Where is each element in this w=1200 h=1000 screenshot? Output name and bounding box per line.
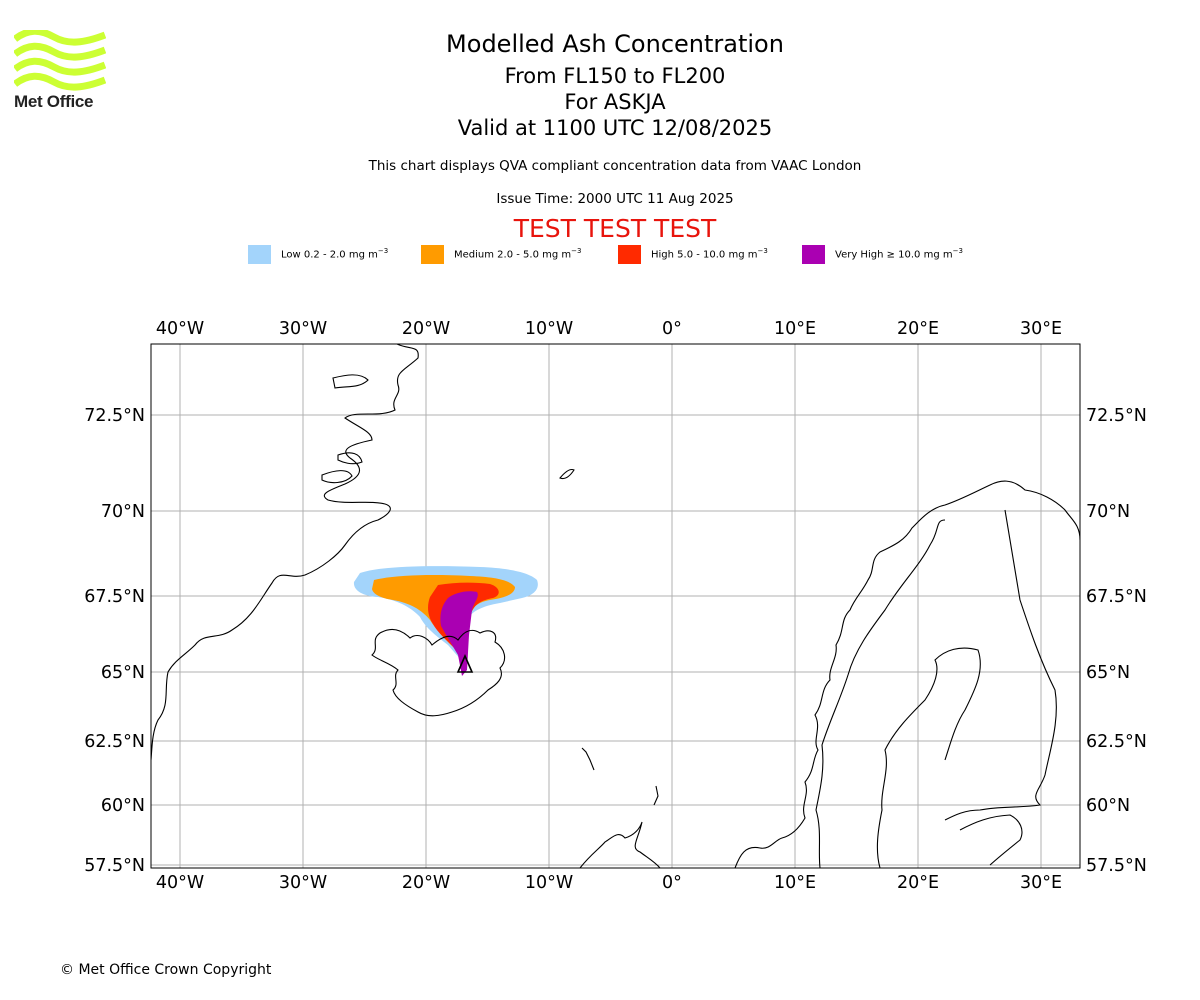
met-office-logo: Met Office: [12, 27, 114, 115]
lon-tick-bottom: 20°W: [402, 873, 450, 893]
coastline-faroe-islands: [581, 747, 595, 771]
legend-item-very-high: Very High ≥ 10.0 mg m−3: [802, 244, 963, 264]
test-banner: TEST TEST TEST: [513, 214, 717, 243]
lon-tick-top: 30°E: [1020, 319, 1062, 339]
flight-level-range: From FL150 to FL200: [504, 64, 726, 88]
lon-tick-bottom: 30°E: [1020, 873, 1062, 893]
lon-ticks-bottom: 40°W 30°W 20°W 10°W 0° 10°E 20°E 30°E: [156, 873, 1062, 893]
legend-item-medium: Medium 2.0 - 5.0 mg m−3: [421, 244, 581, 264]
legend-label-low: Low 0.2 - 2.0 mg m−3: [281, 247, 389, 261]
lon-ticks-top: 40°W 30°W 20°W 10°W 0° 10°E 20°E 30°E: [156, 319, 1062, 339]
lat-tick-right: 60°N: [1086, 796, 1130, 816]
lat-tick-right: 70°N: [1086, 502, 1130, 522]
coastline-greenland-fjord-3: [337, 452, 363, 465]
coastline-gulf-of-bothnia: [876, 647, 981, 868]
lat-tick-left: 65°N: [101, 663, 145, 683]
map-gridlines: [151, 344, 1080, 868]
legend-swatch-very-high: [802, 244, 825, 264]
volcano-marker: [456, 654, 474, 673]
lat-tick-right: 72.5°N: [1086, 406, 1147, 426]
legend-swatch-low: [248, 244, 271, 264]
valid-time: Valid at 1100 UTC 12/08/2025: [457, 116, 773, 140]
legend-label-very-high: Very High ≥ 10.0 mg m−3: [835, 247, 963, 261]
volcano-name: For ASKJA: [564, 90, 666, 114]
coastline-estonia: [959, 814, 1023, 866]
copyright-notice: © Met Office Crown Copyright: [60, 962, 272, 978]
lon-tick-bottom: 0°: [662, 873, 682, 893]
met-office-waves-icon: [12, 27, 107, 91]
coastline-iceland: [371, 628, 506, 717]
lon-tick-bottom: 30°W: [279, 873, 327, 893]
issue-time: Issue Time: 2000 UTC 11 Aug 2025: [496, 191, 734, 207]
legend-item-high: High 5.0 - 10.0 mg m−3: [618, 244, 768, 264]
coastline-greenland: [151, 344, 419, 761]
lon-tick-top: 40°W: [156, 319, 204, 339]
legend-label-medium: Medium 2.0 - 5.0 mg m−3: [454, 247, 582, 261]
lon-tick-top: 20°W: [402, 319, 450, 339]
coastline-finland: [944, 509, 1057, 821]
map-frame: [150, 343, 1081, 869]
coastline-sweden: [815, 519, 946, 868]
coastline-shetland: [653, 785, 659, 806]
lat-ticks-left: 72.5°N 70°N 67.5°N 65°N 62.5°N 60°N 57.5…: [84, 406, 145, 876]
coastlines: [151, 344, 1080, 868]
legend-swatch-medium: [421, 244, 444, 264]
lon-tick-bottom: 10°W: [525, 873, 573, 893]
lon-tick-top: 30°W: [279, 319, 327, 339]
ash-area-very-high: [440, 591, 478, 676]
coastline-jan-mayen: [559, 468, 575, 480]
lon-tick-top: 10°W: [525, 319, 573, 339]
concentration-legend: Low 0.2 - 2.0 mg m−3 Medium 2.0 - 5.0 mg…: [0, 244, 1200, 264]
coastline-greenland-fjord-2: [321, 470, 353, 484]
coastline-greenland-fjord-1: [332, 374, 369, 389]
lat-tick-left: 67.5°N: [84, 587, 145, 607]
lat-tick-right: 62.5°N: [1086, 732, 1147, 752]
chart-description: This chart displays QVA compliant concen…: [368, 158, 862, 174]
lat-tick-left: 72.5°N: [84, 406, 145, 426]
lon-tick-bottom: 10°E: [774, 873, 816, 893]
legend-swatch-high: [618, 244, 641, 264]
lon-tick-bottom: 40°W: [156, 873, 204, 893]
lon-tick-top: 0°: [662, 319, 682, 339]
lat-tick-left: 57.5°N: [84, 856, 145, 876]
lat-tick-left: 70°N: [101, 502, 145, 522]
lat-tick-left: 62.5°N: [84, 732, 145, 752]
lat-tick-right: 67.5°N: [1086, 587, 1147, 607]
lon-tick-bottom: 20°E: [897, 873, 939, 893]
lat-tick-right: 65°N: [1086, 663, 1130, 683]
legend-label-high: High 5.0 - 10.0 mg m−3: [651, 247, 768, 261]
lat-tick-left: 60°N: [101, 796, 145, 816]
lat-ticks-right: 72.5°N 70°N 67.5°N 65°N 62.5°N 60°N 57.5…: [1086, 406, 1147, 876]
coastline-scotland: [579, 821, 661, 868]
logo-wordmark: Met Office: [14, 92, 94, 111]
chart-title: Modelled Ash Concentration: [446, 30, 784, 58]
lon-tick-top: 20°E: [897, 319, 939, 339]
coastline-norway: [734, 480, 1080, 868]
lat-tick-right: 57.5°N: [1086, 856, 1147, 876]
legend-item-low: Low 0.2 - 2.0 mg m−3: [248, 244, 388, 264]
lon-tick-top: 10°E: [774, 319, 816, 339]
